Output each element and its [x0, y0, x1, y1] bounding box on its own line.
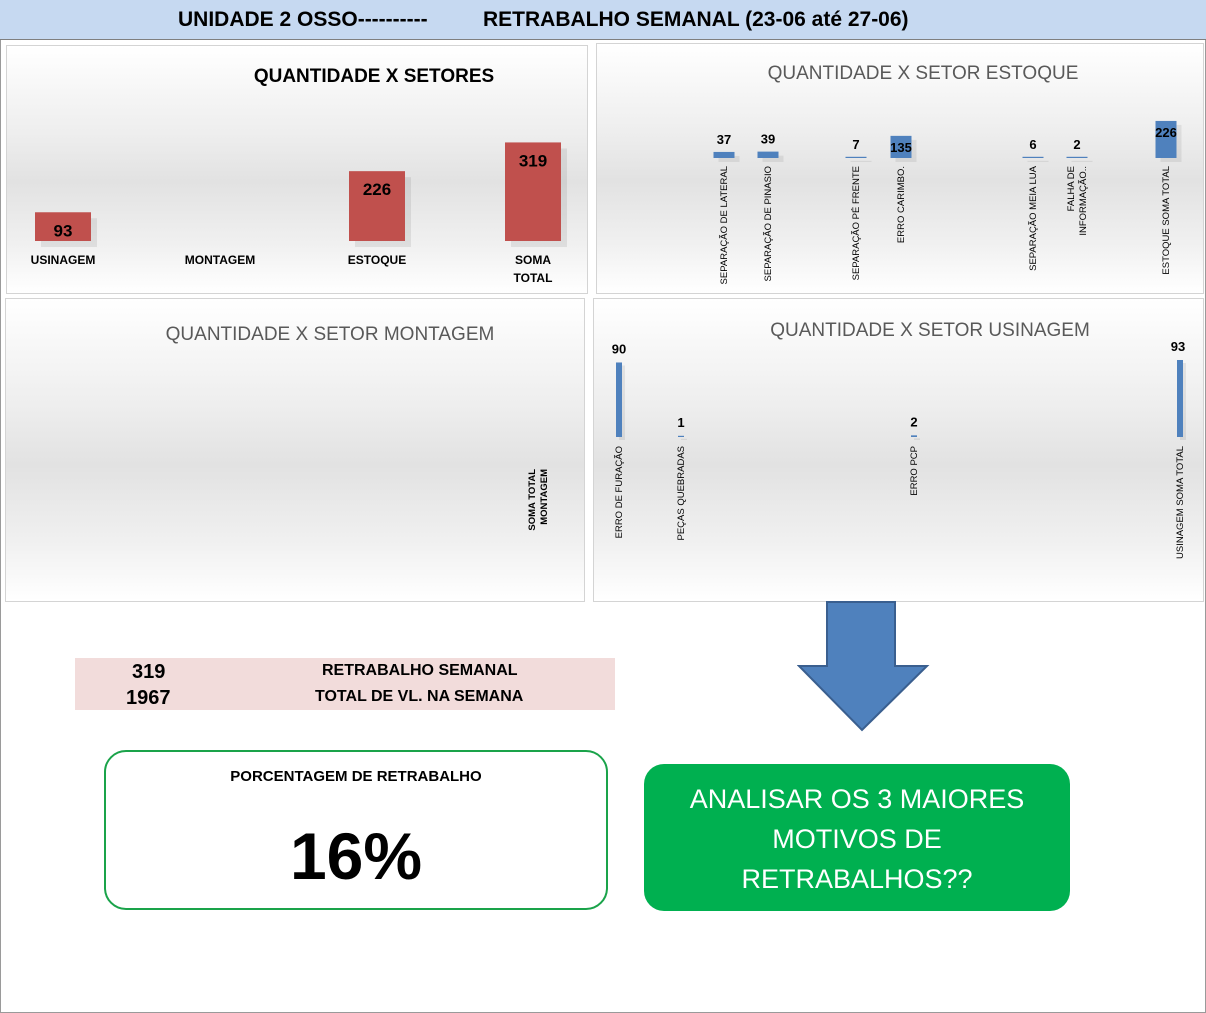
category-label-usinagem: USINAGEM — [31, 253, 96, 267]
percentage-card: PORCENTAGEM DE RETRABALHO 16% — [104, 750, 608, 910]
bar-erro-pcp — [911, 435, 917, 437]
category-label-separacao-pe-frente: SEPARAÇÃO PÉ FRENTE — [851, 166, 862, 280]
action-line-1: ANALISAR OS 3 MAIORES — [689, 784, 1025, 814]
category-label-montagem: MONTAGEM — [539, 469, 550, 525]
down-arrow-icon — [797, 601, 930, 732]
category-label-soma-total-2: TOTAL — [514, 271, 553, 285]
summary-weekly-value: 319 — [132, 661, 166, 683]
chart-setores-panel: QUANTIDADE X SETORES 93 USINAGEM MONTAGEM 22… — [6, 45, 588, 294]
category-label-soma-total: SOMA TOTAL — [527, 469, 538, 531]
chart-title: QUANTIDADE X SETOR ESTOQUE — [768, 63, 1079, 84]
action-callout: ANALISAR OS 3 MAIORES MOTIVOS DE RETRABA… — [644, 764, 1070, 911]
summary-total-value: 1967 — [126, 687, 171, 709]
chart-montagem-panel: QUANTIDADE X SETOR MONTAGEM SOMA TOTAL MON… — [5, 298, 585, 602]
bar-soma-total — [505, 142, 561, 241]
data-label-pecas-quebradas: 1 — [677, 415, 684, 430]
bar-separacao-de-pinasio — [757, 151, 779, 158]
bar-erro-de-furacao — [616, 362, 622, 437]
summary-weekly-label: RETRABALHO SEMANAL — [322, 662, 518, 679]
header-unit-title: UNIDADE 2 OSSO---------- — [178, 8, 428, 31]
data-label-separacao-meia-lua: 6 — [1029, 137, 1036, 152]
bar-estoque — [349, 171, 405, 241]
data-label-usinagem-soma-total: 93 — [1171, 339, 1185, 354]
data-label-separacao-de-lateral: 37 — [717, 132, 731, 147]
bar-separacao-pe-frente — [845, 156, 867, 158]
bar-separacao-de-lateral — [713, 151, 735, 158]
data-label-usinagem: 93 — [54, 221, 73, 240]
summary-table: 319 RETRABALHO SEMANAL 1967 TOTAL DE VL.… — [75, 658, 615, 710]
bar-pecas-quebradas — [678, 435, 684, 437]
data-label-separacao-pe-frente: 7 — [852, 137, 859, 152]
category-label-soma-total-1: SOMA — [515, 253, 551, 267]
chart-usinagem: QUANTIDADE X SETOR USINAGEM 90 ERRO DE FUR… — [612, 320, 1186, 559]
category-label-falha-de-informacao-1: FALHA DE — [1066, 166, 1077, 211]
action-line-3: RETRABALHOS?? — [741, 864, 973, 894]
bar-erro-carimbo — [890, 135, 912, 158]
category-label-separacao-meia-lua: SEPARAÇÃO MEIA LUA — [1028, 165, 1039, 271]
data-label-erro-de-furacao: 90 — [612, 341, 626, 356]
data-label-separacao-de-pinasio: 39 — [761, 132, 775, 147]
category-label-montagem: MONTAGEM — [185, 253, 255, 267]
category-label-estoque-soma-total: ESTOQUE SOMA TOTAL — [1161, 166, 1172, 275]
category-label-separacao-de-lateral: SEPARAÇÃO DE LATERAL — [719, 166, 730, 284]
bar-usinagem-soma-total — [1177, 359, 1183, 437]
chart-estoque: QUANTIDADE X SETOR ESTOQUE 37 SEPARAÇÃO DE… — [713, 63, 1182, 284]
data-label-erro-pcp: 2 — [910, 414, 917, 429]
category-label-falha-de-informacao-2: INFORMAÇÃO.. — [1078, 166, 1089, 236]
chart-title: QUANTIDADE X SETOR MONTAGEM — [166, 324, 495, 345]
data-label-soma-total: 319 — [519, 151, 547, 170]
page-header: UNIDADE 2 OSSO---------- RETRABALHO SEMA… — [0, 0, 1206, 40]
bar-falha-de-informacao — [1066, 156, 1088, 158]
data-label-estoque: 226 — [363, 180, 391, 199]
category-label-separacao-de-pinasio: SEPARAÇÃO DE PINASIO — [763, 166, 774, 281]
summary-total-label: TOTAL DE VL. NA SEMANA — [315, 688, 524, 705]
action-line-2: MOTIVOS DE — [772, 824, 942, 854]
bar-separacao-meia-lua — [1022, 156, 1044, 158]
category-label-pecas-quebradas: PEÇAS QUEBRADAS — [676, 446, 687, 541]
bar-estoque-soma-total — [1155, 120, 1177, 158]
category-label-erro-de-furacao: ERRO DE FURAÇÃO — [614, 446, 625, 538]
data-label-erro-carimbo: 135 — [890, 140, 912, 155]
header-report-title: RETRABALHO SEMANAL (23-06 até 27-06) — [483, 8, 909, 31]
category-label-usinagem-soma-total: USINAGEM SOMA TOTAL — [1175, 446, 1186, 559]
chart-title: QUANTIDADE X SETOR USINAGEM — [770, 320, 1090, 341]
percentage-label: PORCENTAGEM DE RETRABALHO — [230, 768, 482, 785]
data-label-falha-de-informacao: 2 — [1073, 137, 1080, 152]
chart-setores: QUANTIDADE X SETORES 93 USINAGEM MONTAGEM 22… — [31, 66, 567, 285]
bar-usinagem — [35, 212, 91, 241]
category-label-erro-pcp: ERRO PCP — [909, 446, 920, 496]
chart-montagem: QUANTIDADE X SETOR MONTAGEM SOMA TOTAL MON… — [166, 324, 550, 531]
data-label-estoque-soma-total: 226 — [1155, 125, 1177, 140]
chart-estoque-panel: QUANTIDADE X SETOR ESTOQUE 37 SEPARAÇÃO DE… — [596, 43, 1204, 294]
percentage-value: 16% — [289, 819, 423, 893]
category-label-erro-carimbo: ERRO CARIMBO. — [896, 166, 907, 243]
chart-usinagem-panel: QUANTIDADE X SETOR USINAGEM 90 ERRO DE FUR… — [593, 298, 1204, 602]
chart-title: QUANTIDADE X SETORES — [254, 66, 494, 87]
category-label-estoque: ESTOQUE — [348, 253, 406, 267]
